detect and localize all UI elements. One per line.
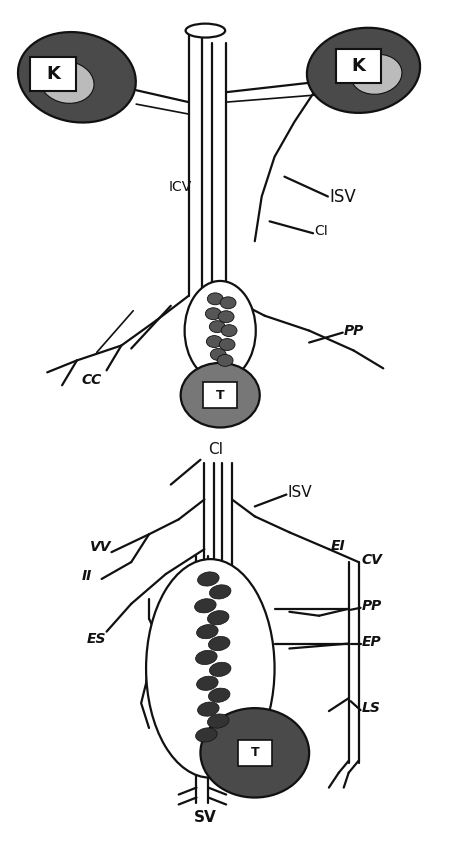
Ellipse shape [210,662,231,677]
Ellipse shape [351,54,402,94]
Text: T: T [216,388,225,402]
Ellipse shape [198,702,219,717]
Ellipse shape [184,281,256,380]
Text: ISV: ISV [329,187,356,205]
Ellipse shape [186,24,225,37]
Ellipse shape [207,293,223,304]
Ellipse shape [209,637,230,650]
Ellipse shape [196,650,217,665]
Text: II: II [82,569,92,583]
Text: SV: SV [194,810,217,825]
Ellipse shape [219,338,235,350]
Ellipse shape [206,336,222,348]
Text: CC: CC [82,373,102,388]
Ellipse shape [210,321,225,332]
Ellipse shape [18,32,136,122]
Text: ES: ES [87,632,106,645]
Ellipse shape [205,308,221,320]
Text: K: K [352,58,365,75]
Text: ICV: ICV [169,180,192,193]
Bar [238,740,272,766]
Text: K: K [46,65,60,83]
Ellipse shape [208,611,229,625]
Bar [203,382,237,408]
Ellipse shape [197,676,218,690]
Bar [336,49,381,83]
Bar [30,58,76,92]
Ellipse shape [217,354,233,366]
Text: T: T [250,746,259,759]
Ellipse shape [208,714,229,728]
Ellipse shape [201,708,309,797]
Ellipse shape [218,310,234,323]
Ellipse shape [210,585,231,599]
Text: VV: VV [90,540,111,555]
Ellipse shape [196,728,217,742]
Ellipse shape [146,559,274,778]
Ellipse shape [209,688,230,702]
Text: PP: PP [344,324,364,338]
Ellipse shape [181,363,260,427]
Text: CV: CV [362,553,383,567]
Ellipse shape [198,572,219,586]
Ellipse shape [307,28,420,113]
Text: PP: PP [362,599,382,613]
Text: CI: CI [208,442,223,457]
Text: EI: EI [331,539,346,553]
Ellipse shape [210,349,226,360]
Ellipse shape [40,61,94,103]
Ellipse shape [220,297,236,309]
Text: LS: LS [362,701,381,715]
Ellipse shape [221,325,237,337]
Text: ISV: ISV [287,485,312,500]
Text: EP: EP [362,634,381,649]
Ellipse shape [197,624,218,639]
Ellipse shape [195,599,216,613]
Text: CI: CI [314,224,328,238]
